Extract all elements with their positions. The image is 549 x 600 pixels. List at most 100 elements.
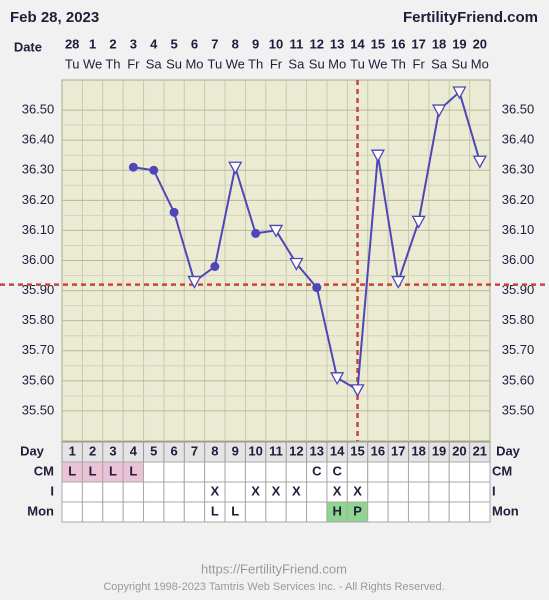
date-label: 19 bbox=[452, 36, 466, 51]
marker-triangle bbox=[350, 384, 365, 398]
weekday-label: Tu bbox=[350, 56, 365, 71]
y-tick-label: 35.70 bbox=[502, 342, 535, 357]
y-tick-label: 36.40 bbox=[22, 132, 55, 147]
cell-text: X bbox=[353, 483, 362, 498]
cell bbox=[224, 481, 246, 503]
cell bbox=[183, 501, 206, 523]
date-label: Date bbox=[14, 39, 42, 54]
marker-triangle bbox=[370, 149, 385, 163]
cell bbox=[367, 501, 389, 523]
y-tick-label: 35.50 bbox=[22, 402, 55, 417]
cell-text: X bbox=[292, 483, 301, 498]
marker-triangle bbox=[472, 155, 487, 169]
row-label: Mon bbox=[27, 503, 54, 518]
cell bbox=[61, 501, 83, 523]
marker-circle bbox=[169, 207, 179, 217]
marker-triangle bbox=[228, 161, 243, 175]
cell-text: X bbox=[211, 483, 220, 498]
date-label: 10 bbox=[269, 36, 283, 51]
day-number: 8 bbox=[211, 443, 218, 458]
cell-text: C bbox=[332, 463, 342, 478]
cell bbox=[122, 481, 145, 503]
cell-text: L bbox=[109, 463, 117, 478]
weekday-label: Fr bbox=[127, 56, 140, 71]
row-label: I bbox=[492, 483, 496, 498]
weekday-label: Su bbox=[309, 56, 325, 71]
day-number: 14 bbox=[330, 443, 345, 458]
marker-triangle bbox=[268, 224, 284, 238]
weekday-label: Su bbox=[451, 56, 467, 71]
cell bbox=[346, 461, 369, 483]
cell-text: L bbox=[68, 463, 76, 478]
copyright: Copyright 1998-2023 Tamtris Web Services… bbox=[103, 581, 444, 593]
cell-text: L bbox=[231, 503, 239, 518]
date-label: 16 bbox=[391, 36, 405, 51]
date-label: 9 bbox=[252, 36, 259, 51]
day-number: 7 bbox=[191, 443, 198, 458]
weekday-label: Tu bbox=[65, 56, 80, 71]
cell bbox=[102, 481, 124, 503]
y-tick-label: 35.80 bbox=[502, 312, 535, 327]
weekday-label: Mo bbox=[185, 56, 203, 71]
cell bbox=[387, 501, 409, 523]
cell bbox=[469, 501, 491, 523]
cell-text: L bbox=[129, 463, 137, 478]
cell bbox=[122, 501, 145, 523]
cell-text: C bbox=[312, 463, 322, 478]
y-tick-label: 35.60 bbox=[502, 372, 535, 387]
cell bbox=[244, 501, 267, 523]
row-label: CM bbox=[34, 463, 54, 478]
marker-circle bbox=[210, 262, 220, 272]
cell-text: P bbox=[353, 503, 362, 518]
day-number: 15 bbox=[350, 443, 364, 458]
cell bbox=[428, 501, 450, 523]
marker-circle bbox=[128, 162, 138, 172]
cell bbox=[428, 461, 450, 483]
day-label: Day bbox=[496, 443, 521, 458]
cell bbox=[204, 461, 226, 483]
cell-text: L bbox=[211, 503, 219, 518]
cell bbox=[163, 481, 185, 503]
date-label: 15 bbox=[371, 36, 385, 51]
marker-triangle bbox=[411, 215, 426, 229]
date-label: 7 bbox=[211, 36, 218, 51]
marker-triangle bbox=[187, 275, 202, 289]
cell bbox=[469, 461, 491, 483]
day-number: 13 bbox=[310, 443, 324, 458]
y-tick-label: 36.20 bbox=[502, 192, 535, 207]
date-label: 13 bbox=[330, 36, 344, 51]
cell bbox=[61, 481, 83, 503]
weekday-label: Sa bbox=[288, 56, 305, 71]
marker-circle bbox=[312, 283, 322, 293]
chart-title: Feb 28, 2023 bbox=[10, 9, 99, 26]
date-label: 17 bbox=[411, 36, 425, 51]
date-label: 18 bbox=[432, 36, 446, 51]
row-label: Mon bbox=[492, 503, 519, 518]
weekday-label: Mo bbox=[328, 56, 346, 71]
day-number: 19 bbox=[432, 443, 446, 458]
marker-triangle bbox=[431, 104, 447, 118]
marker-circle bbox=[251, 228, 261, 238]
temperature-line bbox=[133, 90, 481, 392]
day-number: 2 bbox=[89, 443, 96, 458]
day-number: 12 bbox=[289, 443, 303, 458]
cell bbox=[407, 461, 430, 483]
date-label: 2 bbox=[109, 36, 116, 51]
day-number: 9 bbox=[232, 443, 239, 458]
cell bbox=[387, 461, 409, 483]
y-tick-label: 35.70 bbox=[22, 342, 55, 357]
cell-text: X bbox=[251, 483, 260, 498]
y-tick-label: 35.80 bbox=[22, 312, 55, 327]
cell-text: H bbox=[332, 503, 341, 518]
date-label: 4 bbox=[150, 36, 158, 51]
footer-url: https://FertilityFriend.com bbox=[201, 561, 347, 576]
cell bbox=[407, 481, 430, 503]
date-label: 5 bbox=[170, 36, 177, 51]
cell bbox=[81, 481, 104, 503]
weekday-label: Tu bbox=[208, 56, 223, 71]
y-tick-label: 35.50 bbox=[502, 402, 535, 417]
day-number: 4 bbox=[130, 443, 138, 458]
cell bbox=[183, 481, 206, 503]
